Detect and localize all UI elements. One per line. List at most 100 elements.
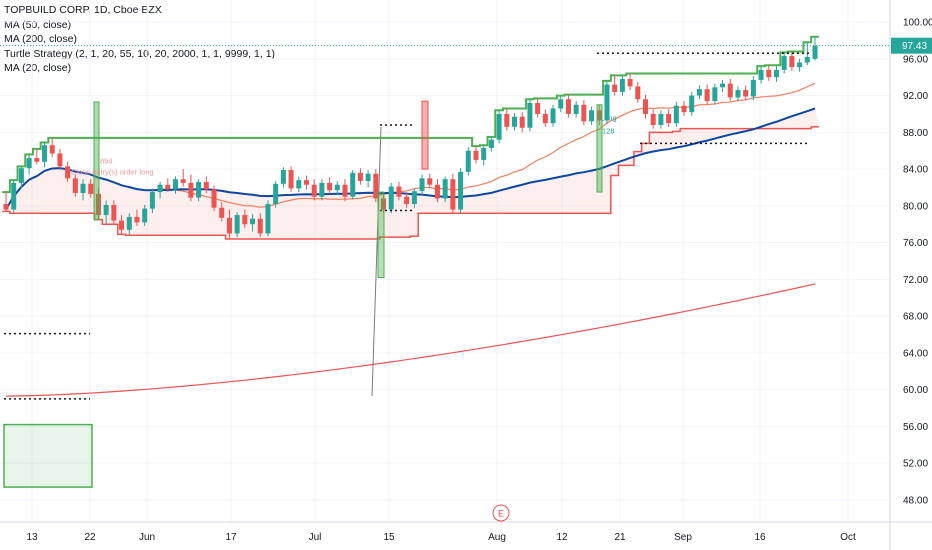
candle-body [296, 180, 302, 189]
candle-body [157, 184, 163, 193]
candle-body [689, 95, 695, 113]
candle-body [704, 89, 710, 102]
candle-body [681, 105, 687, 113]
candle-body [342, 184, 348, 197]
candle-body [527, 102, 533, 128]
candle-body [573, 104, 579, 114]
candle-body [635, 86, 641, 100]
candle-body [149, 192, 155, 209]
candle-body [619, 79, 625, 92]
long-label: Long [600, 113, 617, 122]
candle-body [288, 170, 294, 189]
candle-body [789, 56, 795, 68]
entry-marker [93, 101, 100, 221]
candle-body [589, 110, 595, 122]
candle-body [581, 104, 587, 122]
candle-body [488, 139, 494, 148]
candle-body [26, 158, 32, 169]
legend-ma50[interactable]: MA (50, close) [4, 18, 72, 31]
candle-body [42, 145, 48, 162]
candle-body [334, 184, 340, 191]
candle-body [565, 99, 571, 114]
candle-body [419, 178, 425, 192]
candle-body [465, 150, 471, 172]
entry-marker [596, 104, 603, 193]
chart-legend: TOPBUILD CORP, 1D, Cboe BZX MA (50, clos… [4, 3, 275, 76]
price-tick-label: 72.00 [903, 275, 928, 286]
candle-body [804, 56, 810, 63]
candle-body [519, 116, 525, 128]
candle-body [126, 216, 132, 230]
candle-body [673, 105, 679, 124]
time-tick-label: Aug [488, 532, 506, 543]
price-tick-label: 64.00 [903, 348, 928, 359]
candle-body [535, 102, 541, 114]
candle-body [696, 89, 702, 96]
candle-body [250, 218, 256, 225]
candle-body [280, 170, 286, 184]
candle-body [396, 186, 402, 197]
time-tick-label: 22 [84, 532, 96, 543]
candle-body [496, 113, 502, 140]
candle-body [743, 90, 749, 97]
time-tick-label: 21 [614, 532, 626, 543]
candle-body [504, 113, 510, 127]
candle-body [18, 168, 24, 183]
legend-turtle[interactable]: Turtle Strategy (2, 1, 20, 55, 10, 20, 2… [4, 47, 276, 60]
candle-body [319, 182, 325, 197]
price-tick-label: 48.00 [903, 495, 928, 506]
candle-body [88, 183, 94, 194]
close-entry-label: Close entry(s) order long [71, 168, 154, 177]
candle-body [550, 108, 556, 124]
candle-body [612, 84, 618, 92]
candle-body [388, 186, 394, 210]
price-tick-label: 92.00 [903, 91, 928, 102]
candle-body [3, 204, 9, 210]
price-tick-label: 60.00 [903, 385, 928, 396]
candle-body [165, 184, 171, 190]
time-tick-label: Jun [139, 532, 155, 543]
price-tick-label: 96.00 [903, 54, 928, 65]
candle-body [65, 166, 71, 179]
candle-body [642, 99, 648, 114]
time-tick-label: Jul [309, 532, 322, 543]
candle-body [273, 183, 279, 205]
candle-body [196, 181, 202, 198]
candle-body [119, 220, 125, 230]
candle-body [226, 217, 232, 234]
legend-ma20[interactable]: MA (20, close) [4, 62, 72, 74]
candle-body [72, 178, 78, 193]
price-tick-label: 88.00 [903, 128, 928, 139]
candle-body [234, 215, 240, 234]
time-axis[interactable]: 13 22 Jun 17 Jul 15 Aug 12 21 Sep 16 Oct [0, 521, 932, 543]
candle-body [766, 69, 772, 78]
price-tick-label: 100.00 [903, 18, 932, 29]
candle-body [173, 179, 179, 190]
ma50-line [5, 107, 816, 211]
candle-body [357, 172, 363, 182]
time-tick-label: 17 [225, 532, 237, 543]
trade-arrow [371, 126, 382, 397]
candle-body [188, 182, 194, 198]
candles [3, 36, 818, 239]
time-tick-label: 16 [754, 532, 766, 543]
price-tick-label: 76.00 [903, 238, 928, 249]
candle-body [219, 207, 225, 218]
legend-ma200[interactable]: MA (200, close) [4, 33, 77, 45]
time-tick-label: 15 [383, 532, 395, 543]
candle-body [303, 180, 309, 185]
candle-body [596, 110, 602, 121]
price-axis[interactable]: 100.00 96.00 92.00 88.00 84.00 80.00 76.00 72.0… [889, 0, 932, 550]
time-tick-label: 13 [26, 532, 38, 543]
candle-body [542, 113, 548, 124]
candle-body [203, 181, 209, 190]
candle-body [242, 215, 248, 225]
candle-body [142, 208, 148, 223]
candle-body [11, 182, 17, 210]
time-tick-label: Sep [674, 532, 692, 543]
entry-marker [377, 191, 385, 279]
candle-body [404, 196, 410, 205]
candle-body [434, 184, 440, 199]
price-tick-label: 56.00 [903, 422, 928, 433]
